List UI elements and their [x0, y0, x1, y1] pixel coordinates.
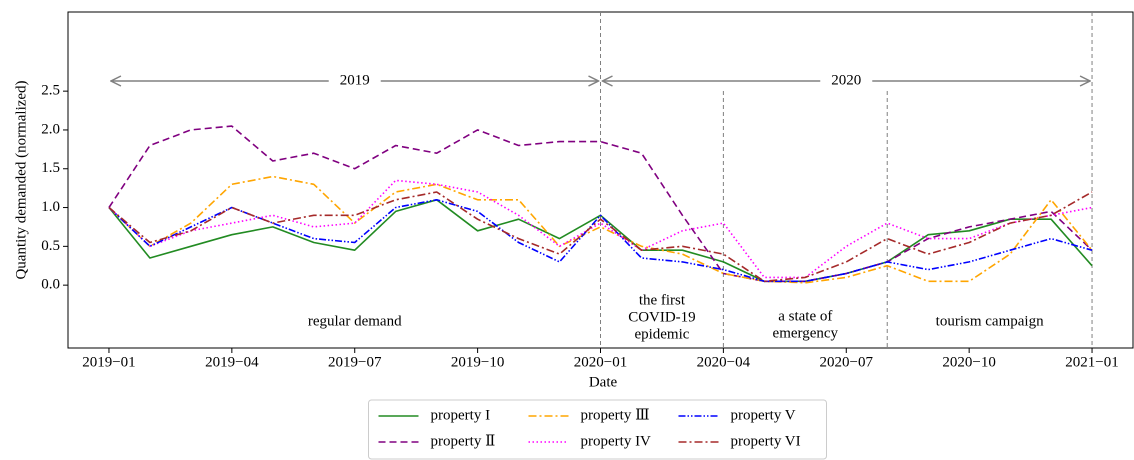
period-label: 2019	[340, 72, 370, 88]
period-label: 2020	[831, 72, 861, 88]
legend-label: property V	[731, 407, 796, 423]
region-label: epidemic	[634, 326, 689, 342]
series-line	[108, 191, 1093, 283]
region-label: COVID-19	[628, 309, 696, 325]
y-tick-label: 2.0	[41, 121, 60, 137]
x-tick-label: 2021−01	[1065, 354, 1118, 370]
y-axis-label: Quantity demanded (normalized)	[13, 80, 29, 279]
legend-box	[368, 399, 827, 460]
y-tick-label: 1.5	[41, 160, 60, 176]
legend-label: property I	[431, 407, 491, 423]
x-axis-label: Date	[589, 374, 618, 390]
series-line	[108, 199, 1093, 283]
x-tick-label: 2020−07	[820, 354, 874, 370]
legend-label: property Ⅲ	[581, 407, 650, 423]
y-tick-label: 1.0	[41, 199, 60, 215]
series-line	[108, 199, 1093, 283]
y-tick-label: 0.0	[41, 277, 60, 293]
region-label: emergency	[773, 325, 839, 341]
region-label: tourism campaign	[936, 313, 1044, 329]
x-tick-label: 2020−01	[574, 354, 627, 370]
legend-label: property VI	[731, 433, 801, 449]
y-tick-label: 2.5	[41, 83, 60, 99]
x-tick-label: 2019−01	[82, 354, 135, 370]
series-line	[108, 125, 1093, 283]
y-tick-label: 0.5	[41, 238, 60, 254]
x-tick-label: 2019−07	[328, 354, 382, 370]
x-tick-label: 2020−04	[697, 354, 751, 370]
region-label: regular demand	[308, 313, 402, 329]
x-tick-label: 2019−04	[205, 354, 259, 370]
legend-label: property Ⅱ	[431, 433, 496, 449]
region-label: the first	[639, 292, 686, 308]
x-tick-label: 2019−10	[451, 354, 504, 370]
region-label: a state of	[778, 308, 832, 324]
legend-label: property IV	[581, 433, 652, 449]
x-tick-label: 2020−10	[942, 354, 995, 370]
